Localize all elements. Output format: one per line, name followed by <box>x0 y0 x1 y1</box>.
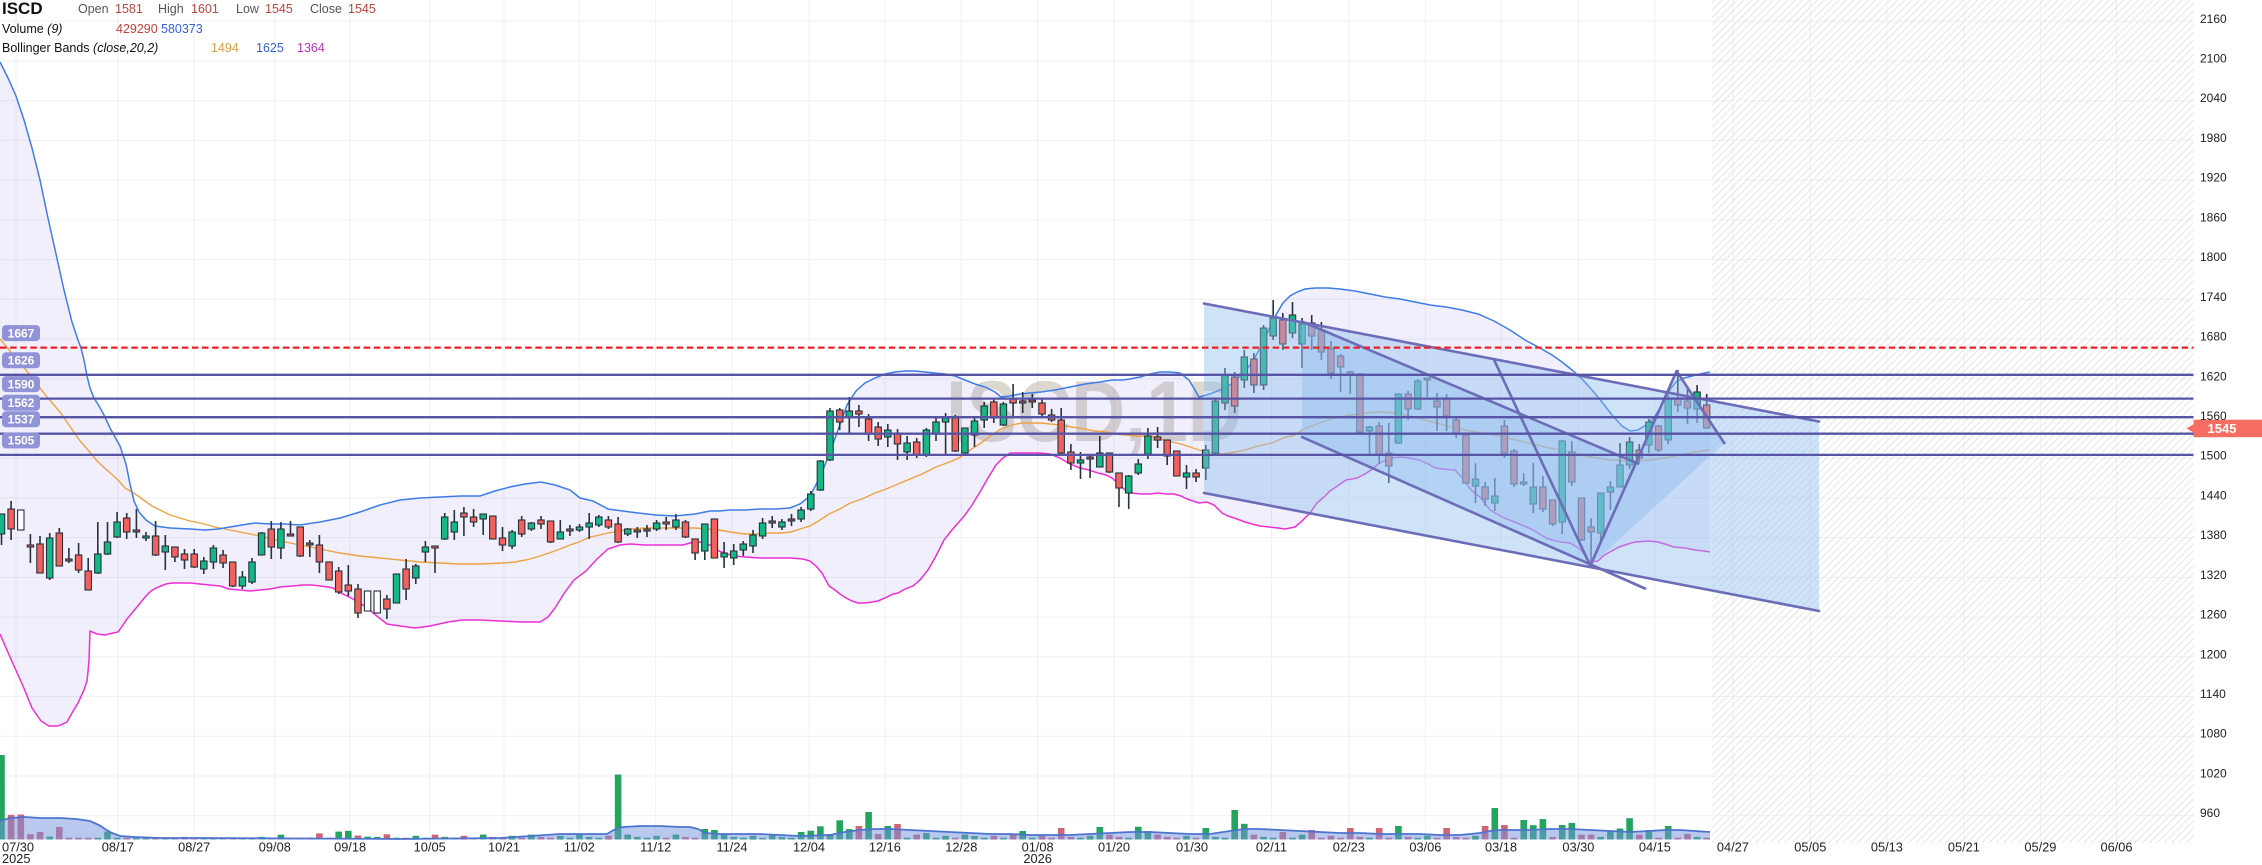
svg-text:Bollinger Bands (close,20,2): Bollinger Bands (close,20,2) <box>2 41 158 55</box>
svg-text:11/12: 11/12 <box>640 840 671 855</box>
svg-text:11/02: 11/02 <box>564 840 595 855</box>
svg-text:1364: 1364 <box>297 41 325 55</box>
svg-text:1620: 1620 <box>2200 369 2227 383</box>
svg-text:Volume (9): Volume (9) <box>2 22 62 36</box>
svg-text:1601: 1601 <box>191 2 219 16</box>
svg-text:1800: 1800 <box>2200 250 2227 264</box>
svg-text:High: High <box>158 2 184 16</box>
svg-text:01/08: 01/08 <box>1022 840 1054 855</box>
svg-text:08/27: 08/27 <box>178 840 210 855</box>
svg-text:1860: 1860 <box>2200 210 2227 224</box>
svg-text:03/18: 03/18 <box>1485 840 1517 855</box>
svg-text:1667: 1667 <box>8 326 35 340</box>
svg-text:2160: 2160 <box>2200 12 2227 26</box>
svg-text:1545: 1545 <box>348 2 376 16</box>
svg-text:03/30: 03/30 <box>1562 840 1594 855</box>
svg-text:1980: 1980 <box>2200 131 2227 145</box>
svg-text:05/29: 05/29 <box>2024 840 2056 855</box>
svg-text:1545: 1545 <box>265 2 293 16</box>
svg-text:429290: 429290 <box>116 22 158 36</box>
svg-text:1581: 1581 <box>115 2 143 16</box>
svg-text:1560: 1560 <box>2200 409 2227 423</box>
svg-text:Low: Low <box>236 2 260 16</box>
svg-text:12/04: 12/04 <box>793 840 825 855</box>
svg-text:10/21: 10/21 <box>488 840 520 855</box>
svg-text:09/08: 09/08 <box>259 840 291 855</box>
svg-text:05/13: 05/13 <box>1871 840 1903 855</box>
svg-text:Open: Open <box>78 2 109 16</box>
svg-text:1590: 1590 <box>8 377 35 391</box>
svg-text:01/30: 01/30 <box>1176 840 1208 855</box>
svg-text:1920: 1920 <box>2200 171 2227 185</box>
svg-text:08/17: 08/17 <box>102 840 134 855</box>
svg-text:02/23: 02/23 <box>1333 840 1365 855</box>
svg-text:Close: Close <box>310 2 342 16</box>
svg-text:1505: 1505 <box>8 434 35 448</box>
svg-text:1625: 1625 <box>256 41 284 55</box>
svg-text:01/20: 01/20 <box>1098 840 1130 855</box>
svg-text:1740: 1740 <box>2200 290 2227 304</box>
svg-text:10/05: 10/05 <box>414 840 446 855</box>
svg-text:1080: 1080 <box>2200 727 2227 741</box>
svg-text:05/21: 05/21 <box>1948 840 1980 855</box>
svg-text:1260: 1260 <box>2200 608 2227 622</box>
svg-text:1626: 1626 <box>8 354 35 368</box>
svg-text:1545: 1545 <box>2208 421 2237 436</box>
svg-text:ISCD: ISCD <box>2 0 43 18</box>
svg-text:02/11: 02/11 <box>1256 840 1287 855</box>
svg-text:960: 960 <box>2200 806 2220 820</box>
svg-text:1562: 1562 <box>8 396 35 410</box>
svg-text:04/27: 04/27 <box>1717 840 1749 855</box>
svg-text:1200: 1200 <box>2200 647 2227 661</box>
svg-text:09/18: 09/18 <box>334 840 366 855</box>
svg-text:1500: 1500 <box>2200 449 2227 463</box>
svg-text:2025: 2025 <box>2 851 30 865</box>
svg-text:1440: 1440 <box>2200 488 2227 502</box>
svg-text:03/06: 03/06 <box>1409 840 1441 855</box>
svg-text:1380: 1380 <box>2200 528 2227 542</box>
svg-text:06/06: 06/06 <box>2100 840 2132 855</box>
svg-text:1020: 1020 <box>2200 767 2227 781</box>
svg-text:11/24: 11/24 <box>716 840 747 855</box>
svg-text:1140: 1140 <box>2200 687 2226 701</box>
svg-text:1494: 1494 <box>211 41 239 55</box>
svg-text:05/05: 05/05 <box>1794 840 1826 855</box>
svg-text:12/28: 12/28 <box>945 840 977 855</box>
svg-text:2040: 2040 <box>2200 91 2227 105</box>
svg-text:1320: 1320 <box>2200 568 2227 582</box>
svg-text:07/30: 07/30 <box>2 840 34 855</box>
svg-text:12/16: 12/16 <box>869 840 901 855</box>
svg-text:1680: 1680 <box>2200 330 2227 344</box>
svg-text:1537: 1537 <box>8 413 35 427</box>
svg-text:580373: 580373 <box>161 22 203 36</box>
svg-text:04/15: 04/15 <box>1639 840 1671 855</box>
svg-text:2100: 2100 <box>2200 52 2227 66</box>
svg-text:2026: 2026 <box>1023 851 1051 865</box>
